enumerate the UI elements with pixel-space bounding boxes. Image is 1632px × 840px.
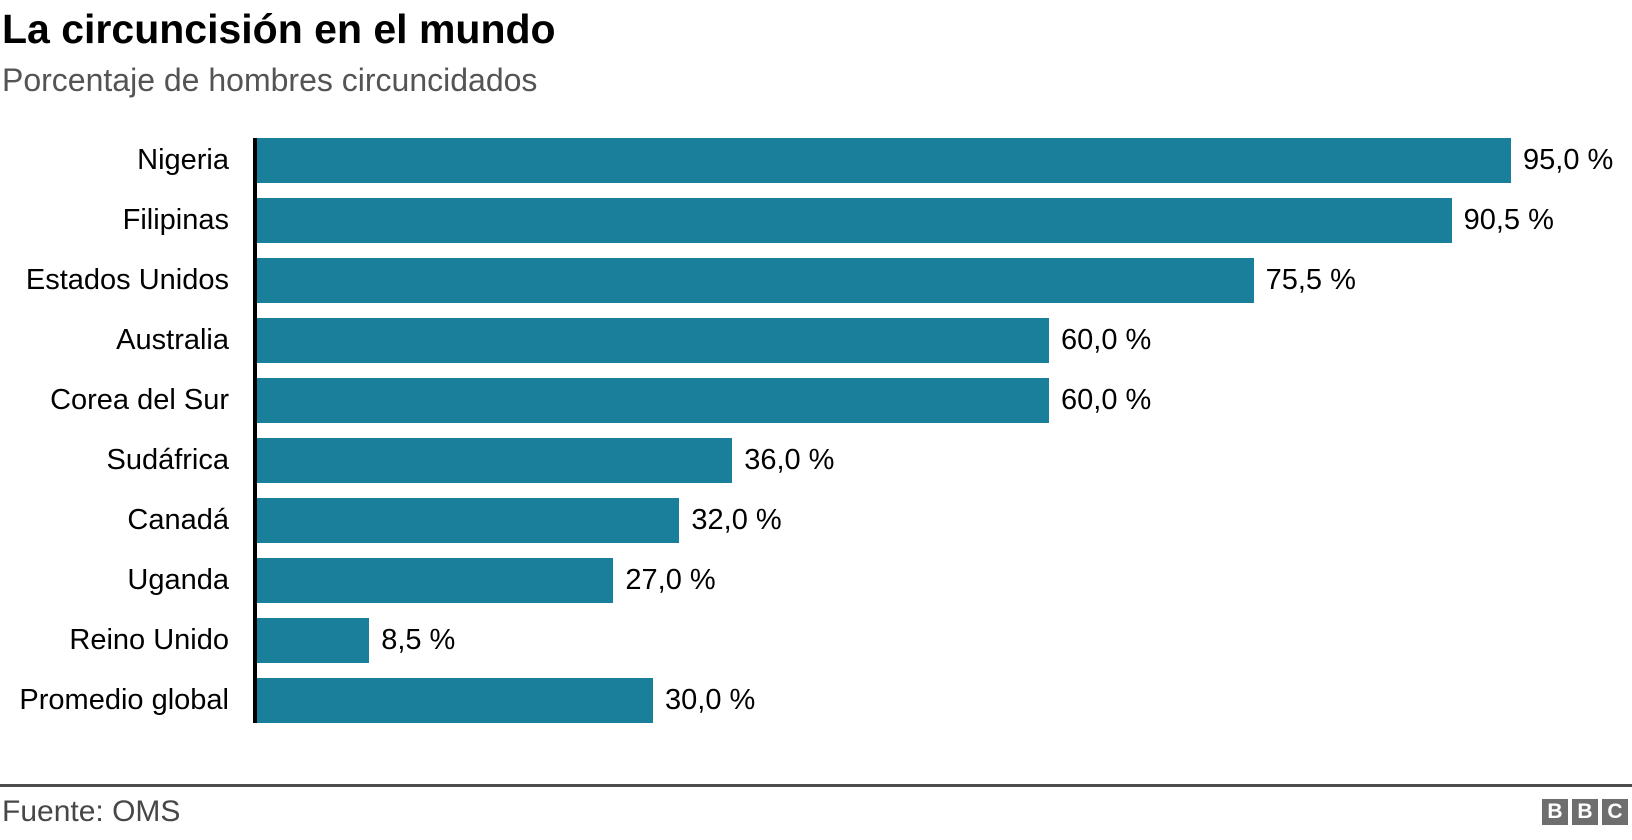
value-label: 60,0 % xyxy=(1061,384,1152,417)
category-label: Corea del Sur xyxy=(50,384,229,417)
value-label: 8,5 % xyxy=(381,624,456,657)
bar-row: Sudáfrica 36,0 % xyxy=(106,438,1632,484)
bar xyxy=(257,438,733,484)
source-label: Fuente: OMS xyxy=(2,795,181,829)
bar-row: Estados Unidos 75,5 % xyxy=(26,258,1632,304)
category-label: Canadá xyxy=(127,504,229,537)
bbc-logo-block: B xyxy=(1542,799,1568,826)
bar xyxy=(257,678,653,724)
value-label: 75,5 % xyxy=(1265,264,1356,297)
bbc-logo-block: B xyxy=(1572,799,1598,826)
bar-row: Australia 60,0 % xyxy=(116,318,1632,364)
category-label: Sudáfrica xyxy=(106,444,229,477)
bar-row: Uganda 27,0 % xyxy=(127,558,1632,604)
category-label: Estados Unidos xyxy=(25,264,229,297)
category-label: Promedio global xyxy=(19,684,229,717)
bar xyxy=(257,318,1049,364)
bar xyxy=(257,258,1254,304)
bar xyxy=(257,198,1452,244)
bar-rows: Nigeria 95,0 % Filipinas 90,5 % Estados Unid… xyxy=(19,138,1632,724)
chart-subtitle: Porcentaje de hombres circuncidados xyxy=(2,62,538,99)
bar xyxy=(257,378,1049,424)
chart-title: La circuncisión en el mundo xyxy=(2,6,556,52)
category-label: Uganda xyxy=(127,564,229,597)
value-label: 90,5 % xyxy=(1463,204,1554,237)
value-label: 27,0 % xyxy=(625,564,716,597)
bar-row: Filipinas 90,5 % xyxy=(123,198,1632,244)
category-label: Reino Unido xyxy=(69,624,229,657)
bar-row: Nigeria 95,0 % xyxy=(137,138,1632,184)
y-axis-line xyxy=(253,138,257,724)
value-label: 95,0 % xyxy=(1523,144,1614,177)
value-label: 60,0 % xyxy=(1061,324,1152,357)
bar xyxy=(257,138,1511,184)
bar xyxy=(257,558,614,604)
category-label: Australia xyxy=(116,324,229,357)
bar-chart: Nigeria 95,0 % Filipinas 90,5 % Estados Unid… xyxy=(0,138,1632,724)
bar-row: Reino Unido 8,5 % xyxy=(69,618,1632,664)
bar xyxy=(257,498,680,544)
value-label: 32,0 % xyxy=(691,504,782,537)
value-label: 36,0 % xyxy=(744,444,835,477)
bar-row: Corea del Sur 60,0 % xyxy=(50,378,1632,424)
bar-row: Promedio global 30,0 % xyxy=(19,678,1632,724)
category-label: Filipinas xyxy=(122,204,229,237)
value-label: 30,0 % xyxy=(665,684,756,717)
category-label: Nigeria xyxy=(137,144,229,177)
chart-page: La circuncisión en el mundo Porcentaje d… xyxy=(0,6,1632,840)
bar xyxy=(257,618,370,664)
bbc-logo-block: C xyxy=(1602,799,1628,826)
bar-row: Canadá 32,0 % xyxy=(127,498,1632,544)
